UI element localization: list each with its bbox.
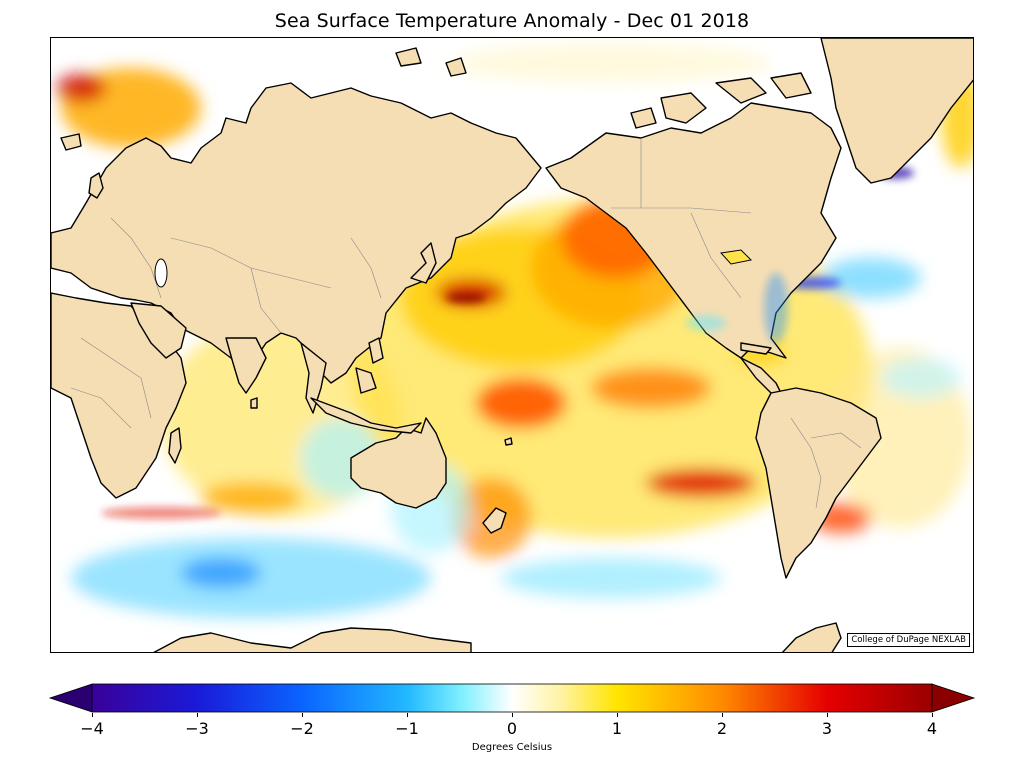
colorbar-tick-label: −4 [80,719,104,738]
british-isles-landmass [88,172,104,199]
colorbar-tickmark [617,713,618,717]
colorbar-tick-label: 3 [821,719,833,738]
south-america-landmass [755,387,882,579]
colorbar-tickmark [302,713,303,717]
colorbar-tick-label: −1 [395,719,419,738]
sst-anomaly-map [51,38,973,652]
antarctica-landmass [153,627,472,652]
greenland-landmass [820,38,973,184]
indonesia-landmass [310,397,422,434]
colorbar-tick-label: −3 [185,719,209,738]
australia-landmass [350,417,447,509]
colorbar-tickmark [197,713,198,717]
colorbar-tickmark [722,713,723,717]
country-borders [70,138,862,509]
arabia-landmass [130,302,187,359]
colorbar-max-extend [931,683,976,713]
indochina-landmass [300,342,327,414]
colorbar-tick-label: 2 [716,719,728,738]
colorbar-tick-label: −2 [290,719,314,738]
colorbar-tickmark [512,713,513,717]
colorbar-tick-label: 4 [926,719,938,738]
map-panel: College of DuPage NEXLAB [50,37,974,653]
colorbar-tickmark [407,713,408,717]
colorbar-tick-label: 1 [611,719,623,738]
colorbar-tick-label: 0 [506,719,518,738]
colorbar-tickmark [92,713,93,717]
colorbar-min-extend [48,683,93,713]
chart-title: Sea Surface Temperature Anomaly - Dec 01… [274,10,750,32]
colorbar-body [91,683,933,713]
colorbar-tickmark [932,713,933,717]
new-zealand-landmass [482,507,507,534]
eurasia-landmass [51,82,542,384]
colorbar-tickmark [827,713,828,717]
madagascar-landmass [168,427,182,464]
colorbar [48,683,976,713]
colorbar-label: Degrees Celsius [471,742,553,753]
credit-label: College of DuPage NEXLAB [847,633,970,647]
japan-landmass [410,242,437,284]
india-landmass [225,337,267,394]
